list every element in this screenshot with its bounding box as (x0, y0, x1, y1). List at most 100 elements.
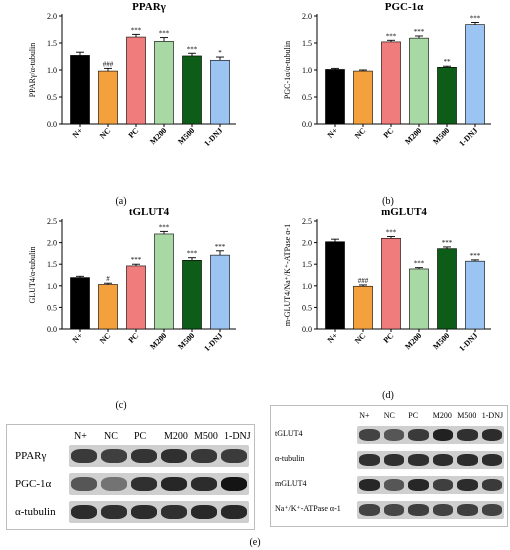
x-tick-label: M200 (148, 331, 168, 351)
blot-row-label: mGLUT4 (275, 479, 307, 488)
blot-lane-header: 1-DNJ (481, 411, 504, 420)
blot-strip (69, 501, 249, 523)
bar (210, 59, 230, 125)
chart-svg: PPARγ PPARγ/α-tubulin 0.0 0.5 1.0 1.5 2.0 N+ ###… (28, 1, 236, 148)
blot-lane-header: NC (383, 411, 395, 420)
blot-row-label: PPARγ (15, 450, 47, 462)
blot-lane-header: M200 (164, 431, 188, 442)
chart-title: tGLUT4 (129, 206, 170, 218)
chart-title: PPARγ (132, 1, 166, 13)
blot-lane-header: PC (408, 411, 419, 420)
chart-title: mGLUT4 (381, 206, 427, 218)
blot-band (191, 448, 217, 464)
blot-lane-header: NC (104, 431, 118, 442)
significance-mark: *** (386, 229, 397, 237)
blot-band (131, 476, 157, 492)
blot-band (432, 504, 453, 516)
blot-band (457, 429, 478, 441)
blot-band (383, 429, 404, 441)
y-tick-label: 0.5 (302, 303, 312, 312)
y-tick-label: 0.0 (302, 325, 312, 334)
blot-band (161, 476, 187, 492)
western-blot-right: N+ NC PC M200 M500 1-DNJ tGLUT4 α-tubulin mGLUT4… (270, 405, 508, 527)
blot-band (383, 479, 404, 491)
bar (409, 37, 429, 125)
blot-lane-header: M500 (457, 411, 477, 420)
chart-svg: mGLUT4 m-GLUT4/Na⁺/K⁺-ATPase α-1 0.0 0.5 1.0… (283, 206, 491, 353)
blot-lane-header: N+ (74, 431, 87, 442)
blot-band (481, 454, 502, 466)
y-tick-label: 1.0 (302, 66, 312, 75)
blot-strip (357, 476, 504, 494)
significance-mark: *** (187, 45, 198, 53)
significance-mark: *** (187, 250, 198, 258)
blot-band (191, 476, 217, 492)
y-axis-label: PGC-1α/α-tubulin (283, 41, 292, 99)
x-tick-label: M500 (431, 331, 451, 351)
blot-band (131, 504, 157, 520)
blot-band (221, 476, 247, 492)
bar (353, 70, 373, 125)
y-tick-label: 2.0 (47, 12, 57, 21)
blot-band (432, 429, 453, 441)
y-tick-label: 0.0 (47, 325, 57, 334)
x-tick-label: N+ (71, 331, 85, 345)
y-tick-label: 1.5 (302, 260, 312, 269)
significance-mark: *** (470, 252, 481, 260)
y-tick-label: 0.0 (302, 120, 312, 129)
y-tick-label: 0.5 (47, 303, 57, 312)
chart-pgc-1-alpha: PGC-1α PGC-1α/α-tubulin 0.0 0.5 1.0 1.5 2.0 N+ N… (255, 0, 510, 160)
x-tick-label: NC (353, 126, 368, 141)
bar (353, 285, 373, 330)
x-tick-label: 1-DNJ (202, 126, 224, 148)
x-tick-label: 1-DNJ (202, 331, 224, 353)
blot-band (408, 429, 429, 441)
blot-band (161, 448, 187, 464)
bar (437, 248, 457, 330)
y-axis-label: GLUT4/α-tubulin (28, 246, 37, 303)
blot-strip (357, 501, 504, 519)
x-tick-label: NC (353, 331, 368, 346)
significance-mark: *** (159, 223, 170, 231)
significance-mark: * (218, 49, 222, 57)
significance-mark: # (106, 275, 110, 283)
significance-mark: *** (131, 256, 142, 264)
chart-mglut4: mGLUT4 m-GLUT4/Na⁺/K⁺-ATPase α-1 0.0 0.5 1.0… (255, 205, 510, 365)
bar (325, 69, 345, 125)
bar (381, 41, 401, 125)
blot-band (131, 448, 157, 464)
chart-ppar-gamma: PPARγ PPARγ/α-tubulin 0.0 0.5 1.0 1.5 2.0 N+ ###… (0, 0, 255, 160)
bar (437, 67, 457, 125)
significance-mark: ** (444, 58, 452, 66)
x-tick-label: M200 (148, 126, 168, 146)
y-tick-label: 1.0 (302, 282, 312, 291)
bar (325, 241, 345, 330)
blot-lane-header: 1-DNJ (224, 431, 251, 442)
y-tick-label: 0.0 (47, 120, 57, 129)
x-tick-label: N+ (326, 331, 340, 345)
blot-band (71, 448, 97, 464)
x-tick-label: 1-DNJ (457, 331, 479, 353)
bar (98, 284, 118, 330)
blot-band (432, 479, 453, 491)
y-axis-label: m-GLUT4/Na⁺/K⁺-ATPase α-1 (283, 224, 292, 326)
blot-strip (357, 451, 504, 469)
blot-band (161, 504, 187, 520)
blot-band (101, 476, 127, 492)
bar (70, 55, 90, 125)
blot-band (101, 448, 127, 464)
y-tick-label: 0.5 (47, 93, 57, 102)
caption-b: (b) (382, 196, 394, 207)
y-tick-label: 1.5 (47, 39, 57, 48)
significance-mark: ### (103, 60, 114, 68)
caption-c: (c) (115, 400, 127, 411)
y-tick-label: 2.0 (302, 12, 312, 21)
blot-band (481, 504, 502, 516)
x-tick-label: PC (382, 331, 396, 345)
significance-mark: *** (414, 28, 425, 36)
significance-mark: *** (159, 30, 170, 38)
x-tick-label: M500 (176, 331, 196, 351)
blot-lane-header: PC (134, 431, 147, 442)
blot-band (383, 504, 404, 516)
bar (182, 260, 202, 330)
